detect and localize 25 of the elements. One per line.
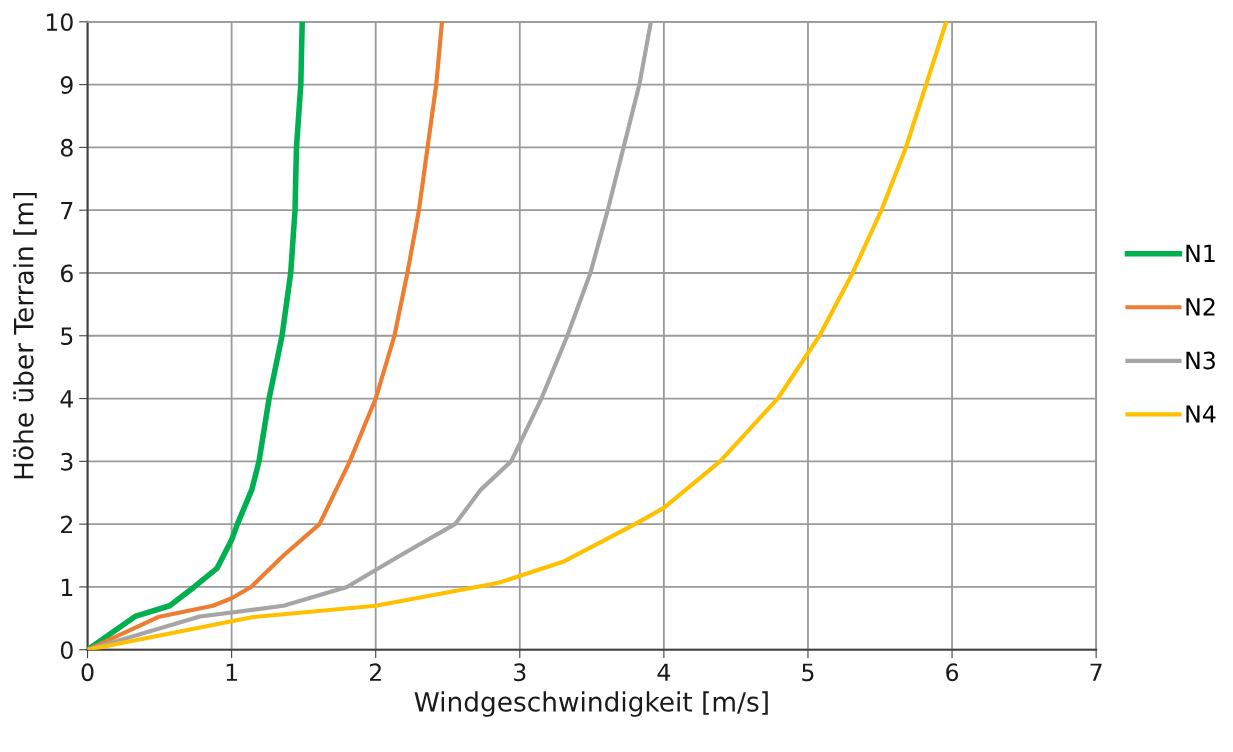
legend-label: N2	[1186, 297, 1215, 316]
legend-label: N4	[1186, 405, 1216, 423]
x-tick-label: 5	[802, 663, 814, 682]
y-tick-label: 1	[61, 578, 73, 596]
y-tick-label: 9	[60, 76, 73, 94]
y-tick-label: 7	[61, 201, 73, 220]
x-tick-label: 1	[226, 663, 237, 681]
y-tick-label: 2	[61, 515, 72, 534]
x-tick-label: 0	[81, 663, 94, 682]
y-tick-label: 10	[46, 13, 73, 32]
x-tick-label: 7	[1090, 663, 1102, 681]
y-tick-label: 5	[61, 327, 73, 346]
legend-label: N3	[1186, 351, 1215, 370]
x-tick-label: 3	[514, 663, 526, 682]
y-tick-label: 3	[61, 452, 73, 471]
x-axis-title: Windgeschwindigkeit [m/s]	[414, 691, 768, 717]
x-tick-label: 6	[946, 663, 959, 682]
x-tick-label: 2	[369, 663, 381, 681]
legend-label: N1	[1186, 244, 1215, 262]
y-tick-label: 8	[60, 138, 73, 157]
y-tick-label: 4	[60, 390, 74, 408]
y-tick-label: 6	[60, 264, 73, 283]
x-tick-label: 4	[657, 663, 671, 681]
y-axis-title: Höhe über Terrain [m]	[13, 192, 37, 479]
y-tick-label: 0	[60, 641, 73, 660]
